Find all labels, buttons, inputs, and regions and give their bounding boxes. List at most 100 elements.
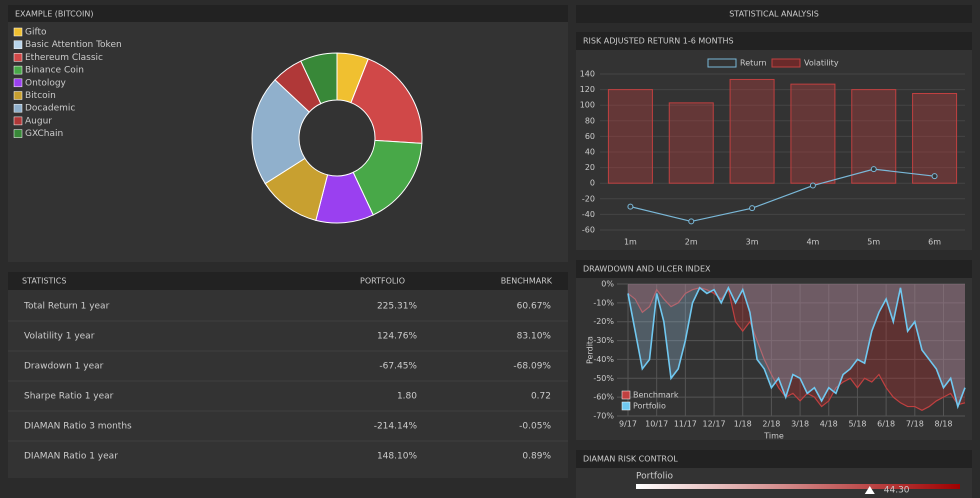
area [628, 284, 965, 407]
x-tick-label: 5/18 [848, 420, 866, 429]
legend-label: Docademic [25, 104, 75, 114]
row-label: DIAMAN Ratio 1 year [24, 452, 118, 462]
cell: 0.89% [522, 452, 551, 462]
line [630, 168, 935, 223]
row-label: DIAMAN Ratio 3 months [24, 422, 132, 432]
legend-swatch [13, 65, 23, 75]
y-tick-label: -20 [582, 194, 595, 203]
legend-swatch [13, 116, 23, 126]
cell: 124.76% [377, 332, 417, 342]
x-tick-label: 3m [746, 238, 759, 247]
point [749, 205, 756, 212]
panel-title: RISK ADJUSTED RETURN 1-6 MONTHS [583, 37, 734, 46]
legend-label: Binance Coin [25, 66, 84, 76]
cell: -67.45% [379, 362, 417, 372]
bar [729, 78, 775, 184]
point [809, 182, 816, 189]
legend-swatch [13, 78, 23, 88]
analysis-title: STATISTICAL ANALYSIS [729, 10, 819, 19]
donut-slice [300, 52, 338, 105]
point [870, 166, 877, 173]
y-tick-label: 80 [585, 116, 595, 125]
y-tick-label: 100 [580, 101, 595, 110]
donut-slice [251, 79, 311, 185]
bar [607, 89, 653, 184]
y-tick-label: -40 [582, 210, 595, 219]
y-tick-label: 40 [585, 148, 595, 157]
stats-panel [8, 272, 568, 478]
legend-label: Volatility [804, 59, 839, 68]
y-tick-label: -60 [582, 226, 595, 235]
bar [668, 102, 714, 184]
legend-swatch [621, 390, 631, 400]
x-tick-label: 10/17 [645, 420, 668, 429]
x-tick-label: 6m [928, 238, 941, 247]
cell: 83.10% [517, 332, 552, 342]
table-header: STATISTICS [22, 277, 66, 286]
y-tick-label: 0 [590, 179, 595, 188]
cell: -214.14% [374, 422, 418, 432]
cell: 1.80 [397, 392, 417, 402]
y-tick-label: 140 [580, 70, 595, 79]
gauge-marker [864, 486, 875, 494]
legend-label: Portfolio [633, 402, 666, 411]
y-tick-label: -50% [593, 374, 614, 383]
legend-swatch [13, 103, 23, 113]
x-tick-label: 2m [685, 238, 698, 247]
panel-title: DIAMAN RISK CONTROL [583, 455, 678, 464]
cell: 60.67% [517, 302, 552, 312]
gauge-label: Portfolio [636, 472, 674, 482]
legend-label: Benchmark [633, 391, 679, 400]
legend-swatch [771, 58, 801, 68]
cell: -0.05% [519, 422, 551, 432]
x-tick-label: 2/18 [762, 420, 780, 429]
x-tick-label: 4m [806, 238, 819, 247]
legend-label: Basic Attention Token [25, 40, 122, 50]
row-label: Drawdown 1 year [24, 362, 104, 372]
legend-label: Augur [25, 116, 52, 126]
point [931, 173, 938, 180]
cell: 148.10% [377, 452, 417, 462]
x-tick-label: 5m [867, 238, 880, 247]
cell: -68.09% [513, 362, 551, 372]
legend-label: Return [740, 59, 767, 68]
legend-swatch [13, 27, 23, 37]
legend-swatch [621, 401, 631, 411]
y-tick-label: 20 [585, 163, 595, 172]
row-label: Total Return 1 year [23, 302, 110, 312]
panel-header [576, 450, 972, 468]
line [627, 285, 966, 410]
cell: 225.31% [377, 302, 417, 312]
y-tick-label: 0% [601, 280, 614, 289]
y-tick-label: 60 [585, 132, 595, 141]
y-tick-label: 120 [580, 85, 595, 94]
legend-label: GXChain [25, 129, 63, 139]
panel-header [8, 5, 568, 22]
x-tick-label: 4/18 [820, 420, 838, 429]
x-tick-label: 11/17 [674, 420, 697, 429]
x-tick-label: 12/17 [703, 420, 726, 429]
panel-title: DRAWDOWN AND ULCER INDEX [583, 265, 711, 274]
y-tick-label: -40% [593, 355, 614, 364]
y-tick-label: -60% [593, 393, 614, 402]
legend-swatch [707, 58, 737, 68]
y-tick-label: -10% [593, 298, 614, 307]
y-tick-label: -20% [593, 317, 614, 326]
panel-title: EXAMPLE (BITCOIN) [15, 10, 94, 19]
row-label: Sharpe Ratio 1 year [24, 392, 114, 402]
axis-label: Time [763, 432, 784, 441]
table-header: PORTFOLIO [360, 277, 405, 286]
table-header: BENCHMARK [501, 277, 553, 286]
legend-label: Gifto [25, 28, 47, 38]
x-tick-label: 6/18 [877, 420, 895, 429]
x-tick-label: 9/17 [619, 420, 637, 429]
x-tick-label: 1m [624, 238, 637, 247]
bar [790, 83, 836, 184]
gauge-bar [636, 484, 960, 489]
y-tick-label: -30% [593, 336, 614, 345]
bar [912, 93, 958, 184]
line [627, 287, 966, 412]
legend-swatch [13, 91, 23, 100]
legend-swatch [13, 40, 23, 49]
